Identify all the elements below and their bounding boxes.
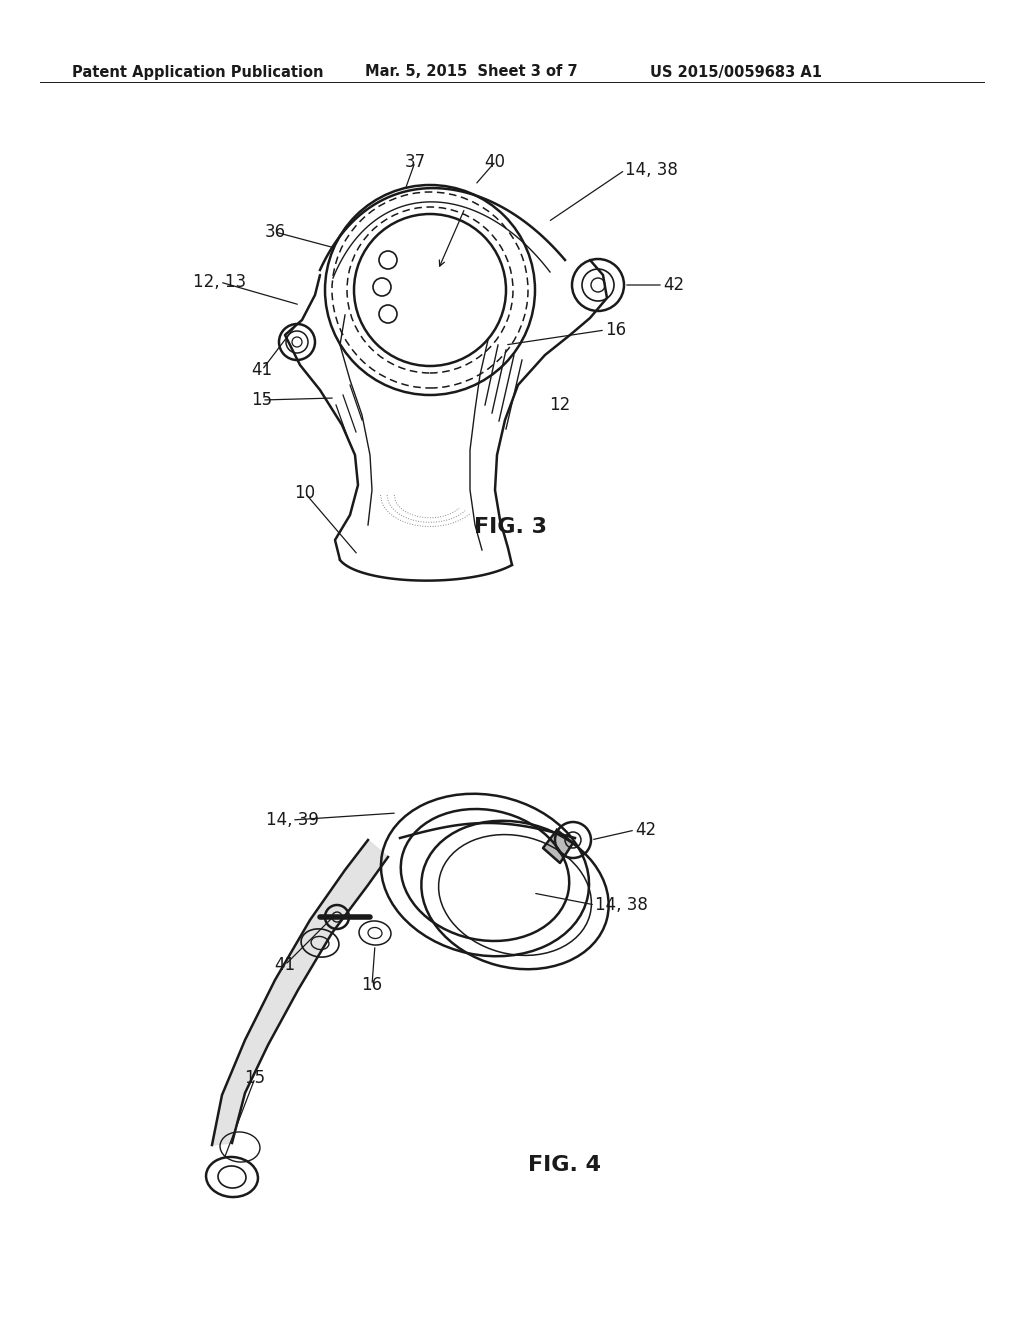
Text: 15: 15 [245, 1069, 265, 1086]
Text: 14, 38: 14, 38 [595, 896, 648, 913]
Text: 42: 42 [663, 276, 684, 294]
Text: 37: 37 [404, 153, 426, 172]
Text: Patent Application Publication: Patent Application Publication [72, 65, 324, 79]
Text: FIG. 4: FIG. 4 [528, 1155, 601, 1175]
Polygon shape [543, 830, 573, 863]
Text: Mar. 5, 2015  Sheet 3 of 7: Mar. 5, 2015 Sheet 3 of 7 [365, 65, 578, 79]
Text: 12: 12 [549, 396, 570, 414]
Text: US 2015/0059683 A1: US 2015/0059683 A1 [650, 65, 822, 79]
Text: 41: 41 [274, 956, 296, 974]
Text: 16: 16 [361, 975, 383, 994]
Text: 12, 13: 12, 13 [194, 273, 247, 290]
Text: 40: 40 [484, 153, 506, 172]
Text: FIG. 3: FIG. 3 [473, 517, 547, 537]
Text: 36: 36 [264, 223, 286, 242]
Text: 14, 39: 14, 39 [265, 810, 318, 829]
Text: 14, 38: 14, 38 [625, 161, 678, 180]
Text: 42: 42 [635, 821, 656, 840]
Text: 16: 16 [605, 321, 626, 339]
Text: 10: 10 [295, 484, 315, 502]
Text: 41: 41 [252, 360, 272, 379]
Polygon shape [212, 840, 388, 1144]
Text: 15: 15 [252, 391, 272, 409]
